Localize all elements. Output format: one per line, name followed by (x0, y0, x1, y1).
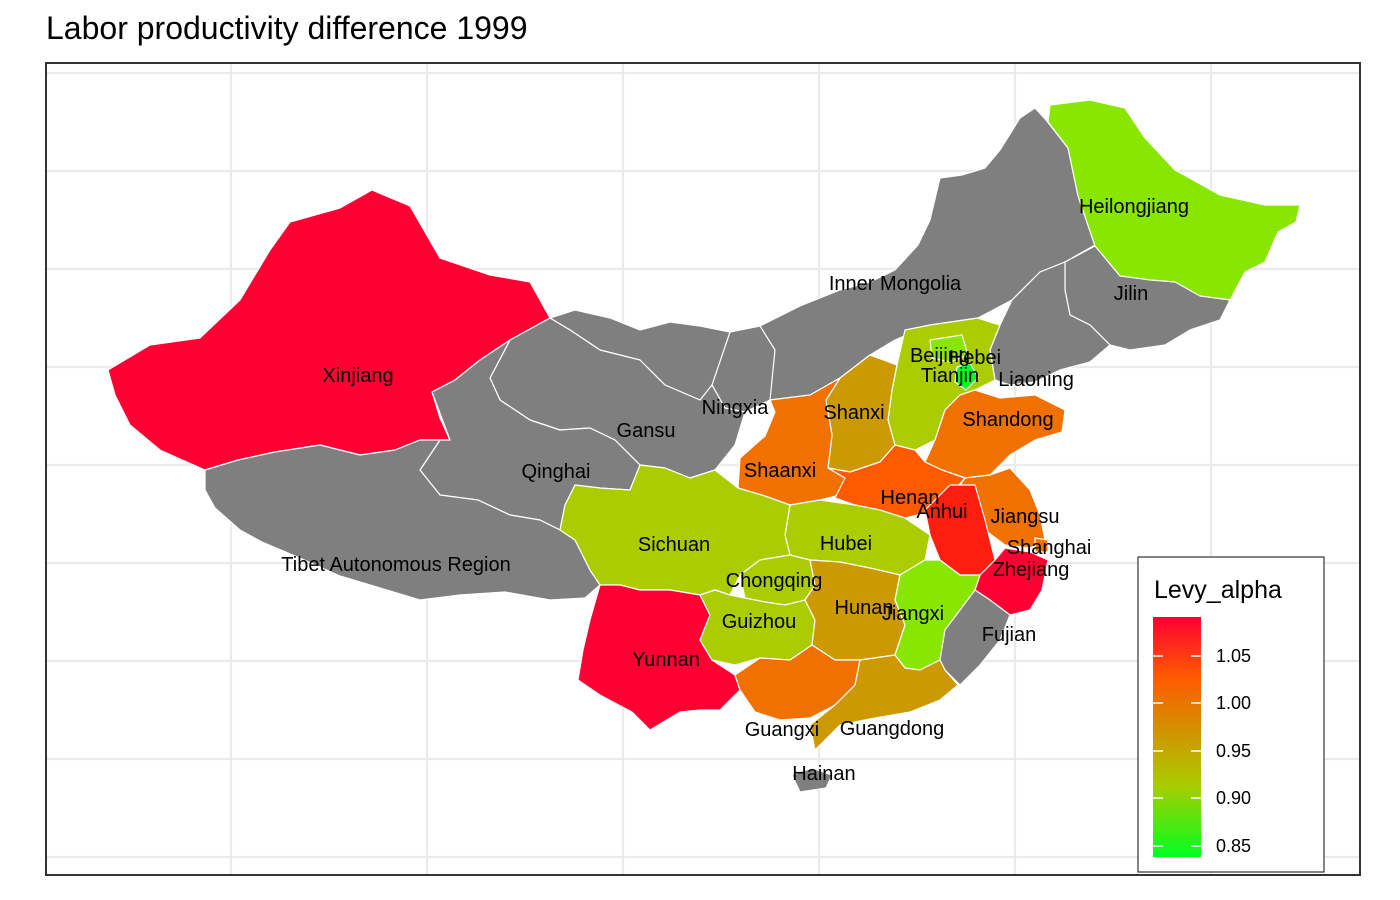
legend-tick-label: 1.00 (1216, 693, 1251, 713)
legend-colorbar (1153, 617, 1201, 857)
region-heilongjiang (1047, 99, 1301, 301)
label-hubei: Hubei (820, 533, 872, 555)
legend-tick-label: 0.85 (1216, 836, 1251, 856)
label-liaoning: Liaoning (998, 369, 1074, 391)
label-guangdong: Guangdong (840, 718, 945, 740)
label-guizhou: Guizhou (722, 611, 797, 633)
legend: Levy_alpha 1.05 1.00 0.95 0.90 0.85 (1137, 556, 1325, 873)
label-zhejiang: Zhejiang (993, 559, 1070, 581)
label-ningxia: Ningxia (702, 397, 770, 419)
label-fujian: Fujian (982, 624, 1036, 646)
label-tibet: Tibet Autonomous Region (281, 554, 510, 576)
label-yunnan: Yunnan (632, 649, 700, 671)
label-qinghai: Qinghai (522, 461, 591, 483)
legend-tickmarks (1153, 655, 1201, 847)
legend-tick-label: 0.95 (1216, 741, 1251, 761)
label-chongqing: Chongqing (726, 570, 823, 592)
region-beijing (929, 334, 969, 363)
label-hebei: Hebei (949, 347, 1001, 369)
label-gansu: Gansu (617, 420, 676, 442)
legend-title: Levy_alpha (1154, 576, 1282, 604)
label-jiangsu: Jiangsu (991, 506, 1060, 528)
label-hunan: Hunan (835, 597, 894, 619)
label-tianjin: Tianjin (921, 365, 979, 387)
label-xinjiang: Xinjiang (322, 365, 393, 387)
provinces (107, 99, 1301, 793)
region-hainan (791, 767, 833, 793)
region-guangdong (809, 654, 959, 751)
label-shanxi: Shanxi (823, 402, 884, 424)
panel-border (45, 62, 1361, 876)
label-inner-mongolia: Inner Mongolia (829, 273, 962, 295)
chart-title: Labor productivity difference 1999 (46, 10, 528, 46)
label-jilin: Jilin (1114, 283, 1148, 305)
region-tianjin (954, 362, 979, 391)
region-yunnan (577, 584, 741, 731)
label-heilongjiang: Heilongjiang (1079, 196, 1189, 218)
label-anhui: Anhui (916, 501, 967, 523)
label-shanghai: Shanghai (1007, 537, 1092, 559)
label-henan: Henan (881, 487, 940, 509)
label-jiangxi: Jiangxi (882, 603, 944, 625)
label-hainan: Hainan (792, 763, 855, 785)
region-shanghai (1034, 537, 1049, 553)
province-labels: Xinjiang Heilongjiang Inner Mongolia Jil… (281, 196, 1189, 785)
legend-tick-label: 1.05 (1216, 646, 1251, 666)
label-shaanxi: Shaanxi (744, 460, 816, 482)
legend-tick-label: 0.90 (1216, 788, 1251, 808)
label-sichuan: Sichuan (638, 534, 710, 556)
region-fujian (939, 589, 1011, 686)
region-shaanxi (737, 377, 846, 506)
label-guangxi: Guangxi (745, 719, 820, 741)
label-shandong: Shandong (962, 409, 1053, 431)
label-beijing: Beijing (910, 345, 970, 367)
